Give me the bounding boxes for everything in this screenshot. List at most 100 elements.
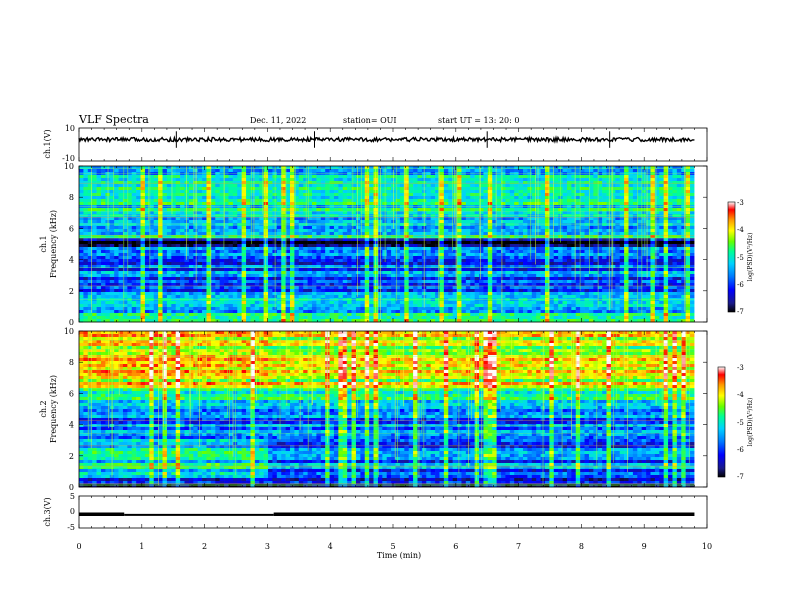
- spectrogram-cell: [369, 268, 374, 272]
- spectrogram-cell: [153, 220, 159, 224]
- spectrogram-cell: [575, 256, 581, 260]
- spectrogram-cell: [597, 211, 603, 215]
- spectrogram-cell: [448, 220, 453, 224]
- spectrogram-cell: [448, 184, 453, 188]
- spectrogram-cell: [496, 169, 502, 173]
- spectrogram-cell: [166, 202, 172, 206]
- spectrogram-cell: [395, 265, 401, 269]
- spectrogram-cell: [505, 205, 511, 209]
- spectrogram-cell: [188, 244, 194, 248]
- spectrogram-cell: [571, 250, 577, 254]
- spectrogram-cell: [347, 250, 352, 254]
- spectrogram-cell: [347, 247, 352, 251]
- spectrogram-cell: [685, 211, 691, 215]
- spectrogram-cell: [663, 199, 669, 203]
- spectrogram-cell: [237, 238, 242, 242]
- spectrogram-cell: [553, 196, 559, 200]
- spectrogram-cell: [681, 205, 686, 209]
- spectrogram-cell: [619, 241, 625, 245]
- spectrogram-cell: [351, 226, 357, 230]
- spectrogram-cell: [303, 211, 308, 215]
- spectrogram-cell: [158, 208, 163, 212]
- spectrogram-cell: [562, 250, 568, 254]
- spectrogram-cell: [83, 220, 89, 224]
- spectrogram-cell: [483, 169, 489, 173]
- spectrogram-cell: [171, 211, 177, 215]
- spectrogram-cell: [320, 166, 326, 170]
- spectrogram-cell: [131, 223, 137, 227]
- spectrogram-cell: [246, 268, 251, 272]
- spectrogram-cell: [171, 229, 177, 233]
- spectrogram-cell: [259, 241, 264, 245]
- spectrogram-cell: [263, 190, 269, 194]
- spectrogram-cell: [263, 256, 269, 260]
- spectrogram-cell: [492, 250, 497, 254]
- spectrogram-cell: [351, 169, 357, 173]
- spectrogram-cell: [593, 187, 599, 191]
- spectrogram-cell: [83, 226, 89, 230]
- spectrogram-cell: [87, 268, 93, 272]
- spectrogram-cell: [232, 211, 238, 215]
- spectrogram-cell: [377, 238, 383, 242]
- spectrogram-cell: [109, 217, 115, 221]
- spectrogram-cell: [162, 187, 168, 191]
- spectrogram-cell: [492, 169, 497, 173]
- spectrogram-cell: [501, 193, 506, 197]
- spectrogram-cell: [575, 259, 581, 263]
- spectrogram-cell: [166, 169, 172, 173]
- spectrogram-cell: [285, 223, 291, 227]
- spectrogram-cell: [676, 187, 682, 191]
- spectrogram-cell: [307, 205, 313, 209]
- spectrogram-cell: [338, 253, 344, 257]
- spectrogram-cell: [118, 175, 124, 179]
- spectrogram-cell: [215, 259, 220, 263]
- spectrogram-cell: [96, 184, 102, 188]
- spectrogram-cell: [360, 265, 366, 269]
- spectrogram-cell: [294, 247, 300, 251]
- spectrogram-cell: [470, 205, 475, 209]
- spectrogram-cell: [114, 244, 119, 248]
- spectrogram-cell: [439, 262, 445, 266]
- spectrogram-cell: [158, 268, 163, 272]
- spectrogram-cell: [360, 193, 366, 197]
- spectrogram-cell: [329, 244, 335, 248]
- spectrogram-cell: [386, 247, 392, 251]
- spectrogram-cell: [246, 199, 251, 203]
- spectrogram-cell: [474, 232, 480, 236]
- spectrogram-cell: [549, 190, 555, 194]
- spectrogram-cell: [536, 268, 541, 272]
- spectrogram-cell: [228, 250, 234, 254]
- spectrogram-cell: [685, 232, 691, 236]
- spectrogram-cell: [470, 208, 475, 212]
- spectrogram-cell: [514, 193, 519, 197]
- spectrogram-cell: [690, 175, 695, 179]
- spectrogram-cell: [408, 235, 414, 239]
- spectrogram-cell: [483, 238, 489, 242]
- spectrogram-cell: [452, 223, 458, 227]
- spectrogram-cell: [294, 229, 300, 233]
- spectrogram-cell: [237, 265, 242, 269]
- spectrogram-cell: [487, 190, 493, 194]
- spectrogram-cell: [628, 232, 634, 236]
- spectrogram-cell: [514, 166, 519, 170]
- spectrogram-cell: [180, 208, 185, 212]
- spectrogram-cell: [461, 253, 467, 257]
- spectrogram-cell: [584, 175, 590, 179]
- spectrogram-cell: [457, 247, 462, 251]
- spectrogram-cell: [540, 253, 546, 257]
- spectrogram-cell: [96, 235, 102, 239]
- spectrogram-cell: [395, 199, 401, 203]
- spectrogram-cell: [483, 187, 489, 191]
- spectrogram-cell: [553, 193, 559, 197]
- spectrogram-cell: [580, 193, 585, 197]
- spectrogram-cell: [404, 166, 409, 170]
- spectrogram-cell: [505, 253, 511, 257]
- spectrogram-cell: [443, 253, 449, 257]
- spectrogram-cell: [531, 241, 537, 245]
- spectrogram-cell: [377, 202, 383, 206]
- spectrogram-cell: [417, 241, 423, 245]
- spectrogram-cell: [193, 211, 198, 215]
- spectrogram-cell: [246, 202, 251, 206]
- spectrogram-cell: [241, 208, 247, 212]
- spectrogram-cell: [518, 178, 524, 182]
